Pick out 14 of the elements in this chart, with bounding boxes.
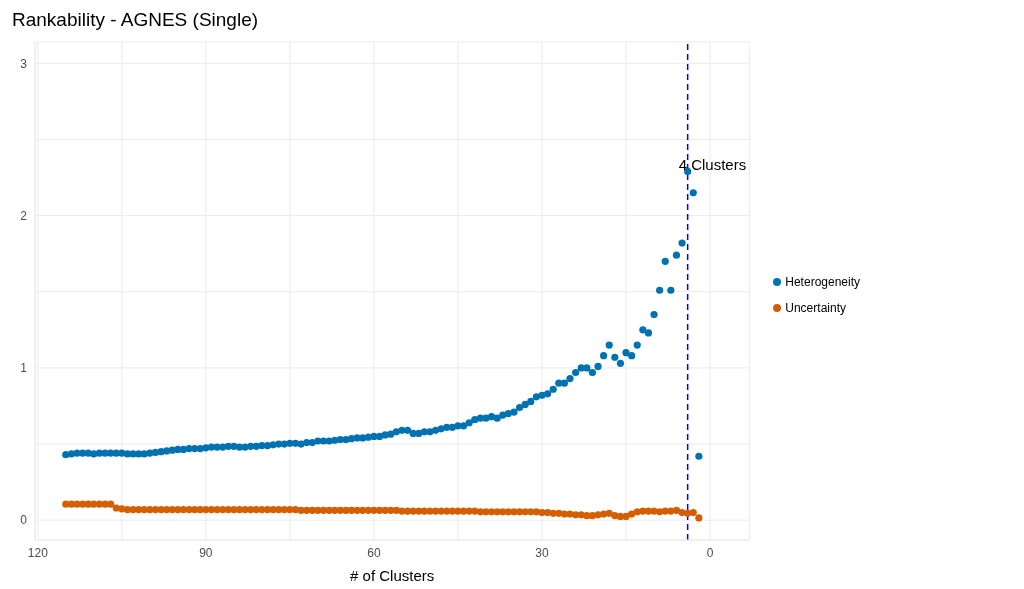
x-tick-label: 90 [199, 545, 213, 560]
chart-title: Rankability - AGNES (Single) [12, 8, 259, 32]
legend-label: Heterogeneity [785, 274, 860, 289]
x-tick-label: 30 [535, 545, 549, 560]
y-tick-label: 3 [20, 56, 28, 71]
y-tick-label: 0 [20, 513, 28, 528]
legend-label: Uncertainty [785, 300, 846, 315]
annotation: 4 Clusters [678, 156, 747, 174]
y-tick-label: 2 [20, 208, 28, 223]
x-tick-label: 0 [706, 545, 714, 560]
x-tick-label: 120 [27, 545, 49, 560]
y-tick-label: 1 [20, 361, 28, 376]
x-axis-title: # of Clusters [350, 567, 435, 584]
x-tick-label: 60 [367, 545, 381, 560]
